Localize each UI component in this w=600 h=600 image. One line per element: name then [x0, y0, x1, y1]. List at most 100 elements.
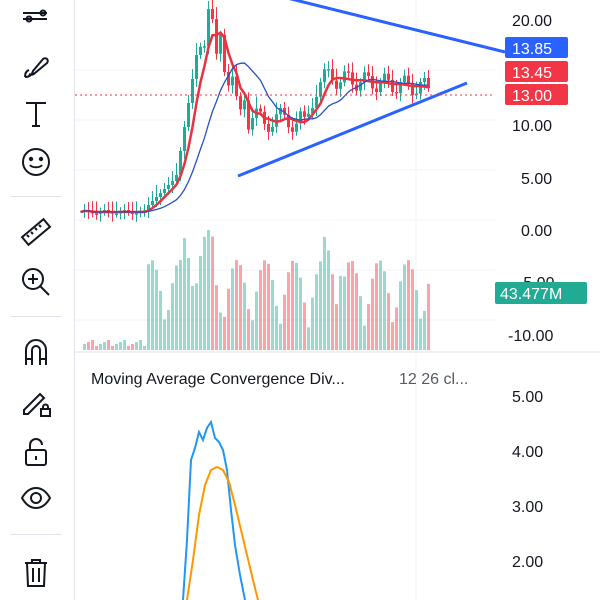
candle-body — [191, 79, 194, 103]
trash-icon[interactable] — [10, 552, 62, 592]
candle-body — [95, 213, 98, 215]
volume-bar — [223, 316, 226, 350]
candle-body — [427, 77, 430, 89]
candle-body — [391, 79, 394, 93]
candle-body — [287, 114, 290, 128]
volume-bar — [131, 344, 134, 350]
pencil-lock-icon[interactable] — [10, 382, 62, 422]
candle-body — [295, 123, 298, 132]
candle-body — [195, 55, 198, 79]
volume-bar — [383, 271, 386, 350]
trend-lines[interactable] — [237, 0, 506, 178]
candle-body — [331, 69, 334, 81]
volume-bar — [123, 340, 126, 350]
volume-bar — [343, 276, 346, 350]
candle-body — [175, 175, 178, 181]
candle-body — [327, 69, 330, 71]
volume-bar — [219, 312, 222, 350]
volume-bar — [311, 297, 314, 350]
candle-body — [199, 46, 202, 55]
candle-body — [339, 82, 342, 89]
macd-title: Moving Average Convergence Div... — [91, 371, 345, 388]
candle-body — [279, 108, 282, 115]
macd-tick: 2.00 — [512, 554, 543, 571]
candle-body — [167, 185, 170, 189]
candle-body — [151, 201, 154, 205]
price-badge-current: 13.00 — [505, 84, 568, 105]
macd-tick: 5.00 — [512, 389, 543, 406]
volume-bar — [167, 309, 170, 350]
volume-bar — [335, 304, 338, 350]
candle-body — [415, 93, 418, 96]
volume-bar — [203, 236, 206, 350]
macd-legend[interactable]: Moving Average Convergence Div... 12 26 … — [91, 371, 468, 388]
candle-body — [407, 75, 410, 84]
candle-body — [423, 77, 426, 83]
volume-bar — [363, 325, 366, 350]
volume-bar — [379, 260, 382, 350]
eye-icon[interactable] — [10, 478, 62, 518]
brush-icon[interactable] — [10, 46, 62, 86]
volume-bar — [339, 275, 342, 350]
slow-moving-average-line — [80, 62, 429, 213]
ruler-icon[interactable] — [10, 212, 62, 252]
chart-area[interactable]: 20.00 10.00 5.00 0.00 -10.00 13.85 13.45… — [75, 0, 600, 600]
volume-bar — [215, 285, 218, 350]
volume-bar — [187, 258, 190, 350]
volume-bar — [403, 264, 406, 350]
volume-bar — [163, 319, 166, 350]
candle-body — [251, 117, 254, 130]
candle-body — [399, 81, 402, 94]
volume-bar — [399, 281, 402, 350]
volume-bar — [323, 236, 326, 350]
macd-axis: 5.00 4.00 3.00 2.00 — [512, 389, 543, 571]
badge-current-text: 13.00 — [512, 88, 552, 105]
candle-body — [319, 82, 322, 97]
candle-body — [187, 103, 190, 127]
candle-body — [363, 72, 366, 83]
candle-body — [315, 96, 318, 108]
volume-bar — [139, 340, 142, 350]
emoji-icon[interactable] — [10, 142, 62, 182]
volume-bar — [195, 283, 198, 350]
volume-bar — [375, 263, 378, 350]
volume-bar — [291, 260, 294, 350]
volume-bar — [259, 270, 262, 350]
volume-bar — [103, 342, 106, 350]
volume-bar — [347, 262, 350, 350]
volume-bar — [331, 274, 334, 350]
candle-body — [299, 111, 302, 124]
volume-bar — [191, 285, 194, 350]
price-tick: 10.00 — [512, 118, 552, 135]
moving-averages — [80, 30, 429, 214]
candle-body — [271, 126, 274, 132]
volume-bar — [411, 269, 414, 350]
volume-bar — [143, 346, 146, 350]
volume-bar — [111, 346, 114, 350]
candle-body — [335, 80, 338, 89]
volume-bar — [127, 346, 130, 350]
drawing-toolbar — [0, 0, 75, 600]
macd-line — [182, 419, 246, 600]
price-tick: 20.00 — [512, 13, 552, 30]
text-tool-icon[interactable] — [10, 94, 62, 134]
volume-bar — [299, 277, 302, 350]
candle-body — [155, 197, 158, 201]
zoom-in-icon[interactable] — [10, 262, 62, 302]
candle-body — [311, 107, 314, 114]
candle-body — [247, 100, 250, 130]
candle-body — [227, 72, 230, 86]
volume-bar — [395, 307, 398, 350]
volume-bar — [255, 291, 258, 350]
unlock-icon[interactable] — [10, 432, 62, 472]
volume-bar — [367, 304, 370, 350]
candle-body — [243, 100, 246, 110]
trend-line-tool-icon[interactable] — [10, 0, 62, 30]
volume-bar — [371, 278, 374, 350]
volume-bar — [423, 310, 426, 350]
volume-bar — [107, 340, 110, 350]
volume-bar — [275, 305, 278, 350]
candle-body — [115, 213, 118, 216]
price-tick: 0.00 — [521, 223, 552, 240]
magnet-icon[interactable] — [10, 332, 62, 372]
